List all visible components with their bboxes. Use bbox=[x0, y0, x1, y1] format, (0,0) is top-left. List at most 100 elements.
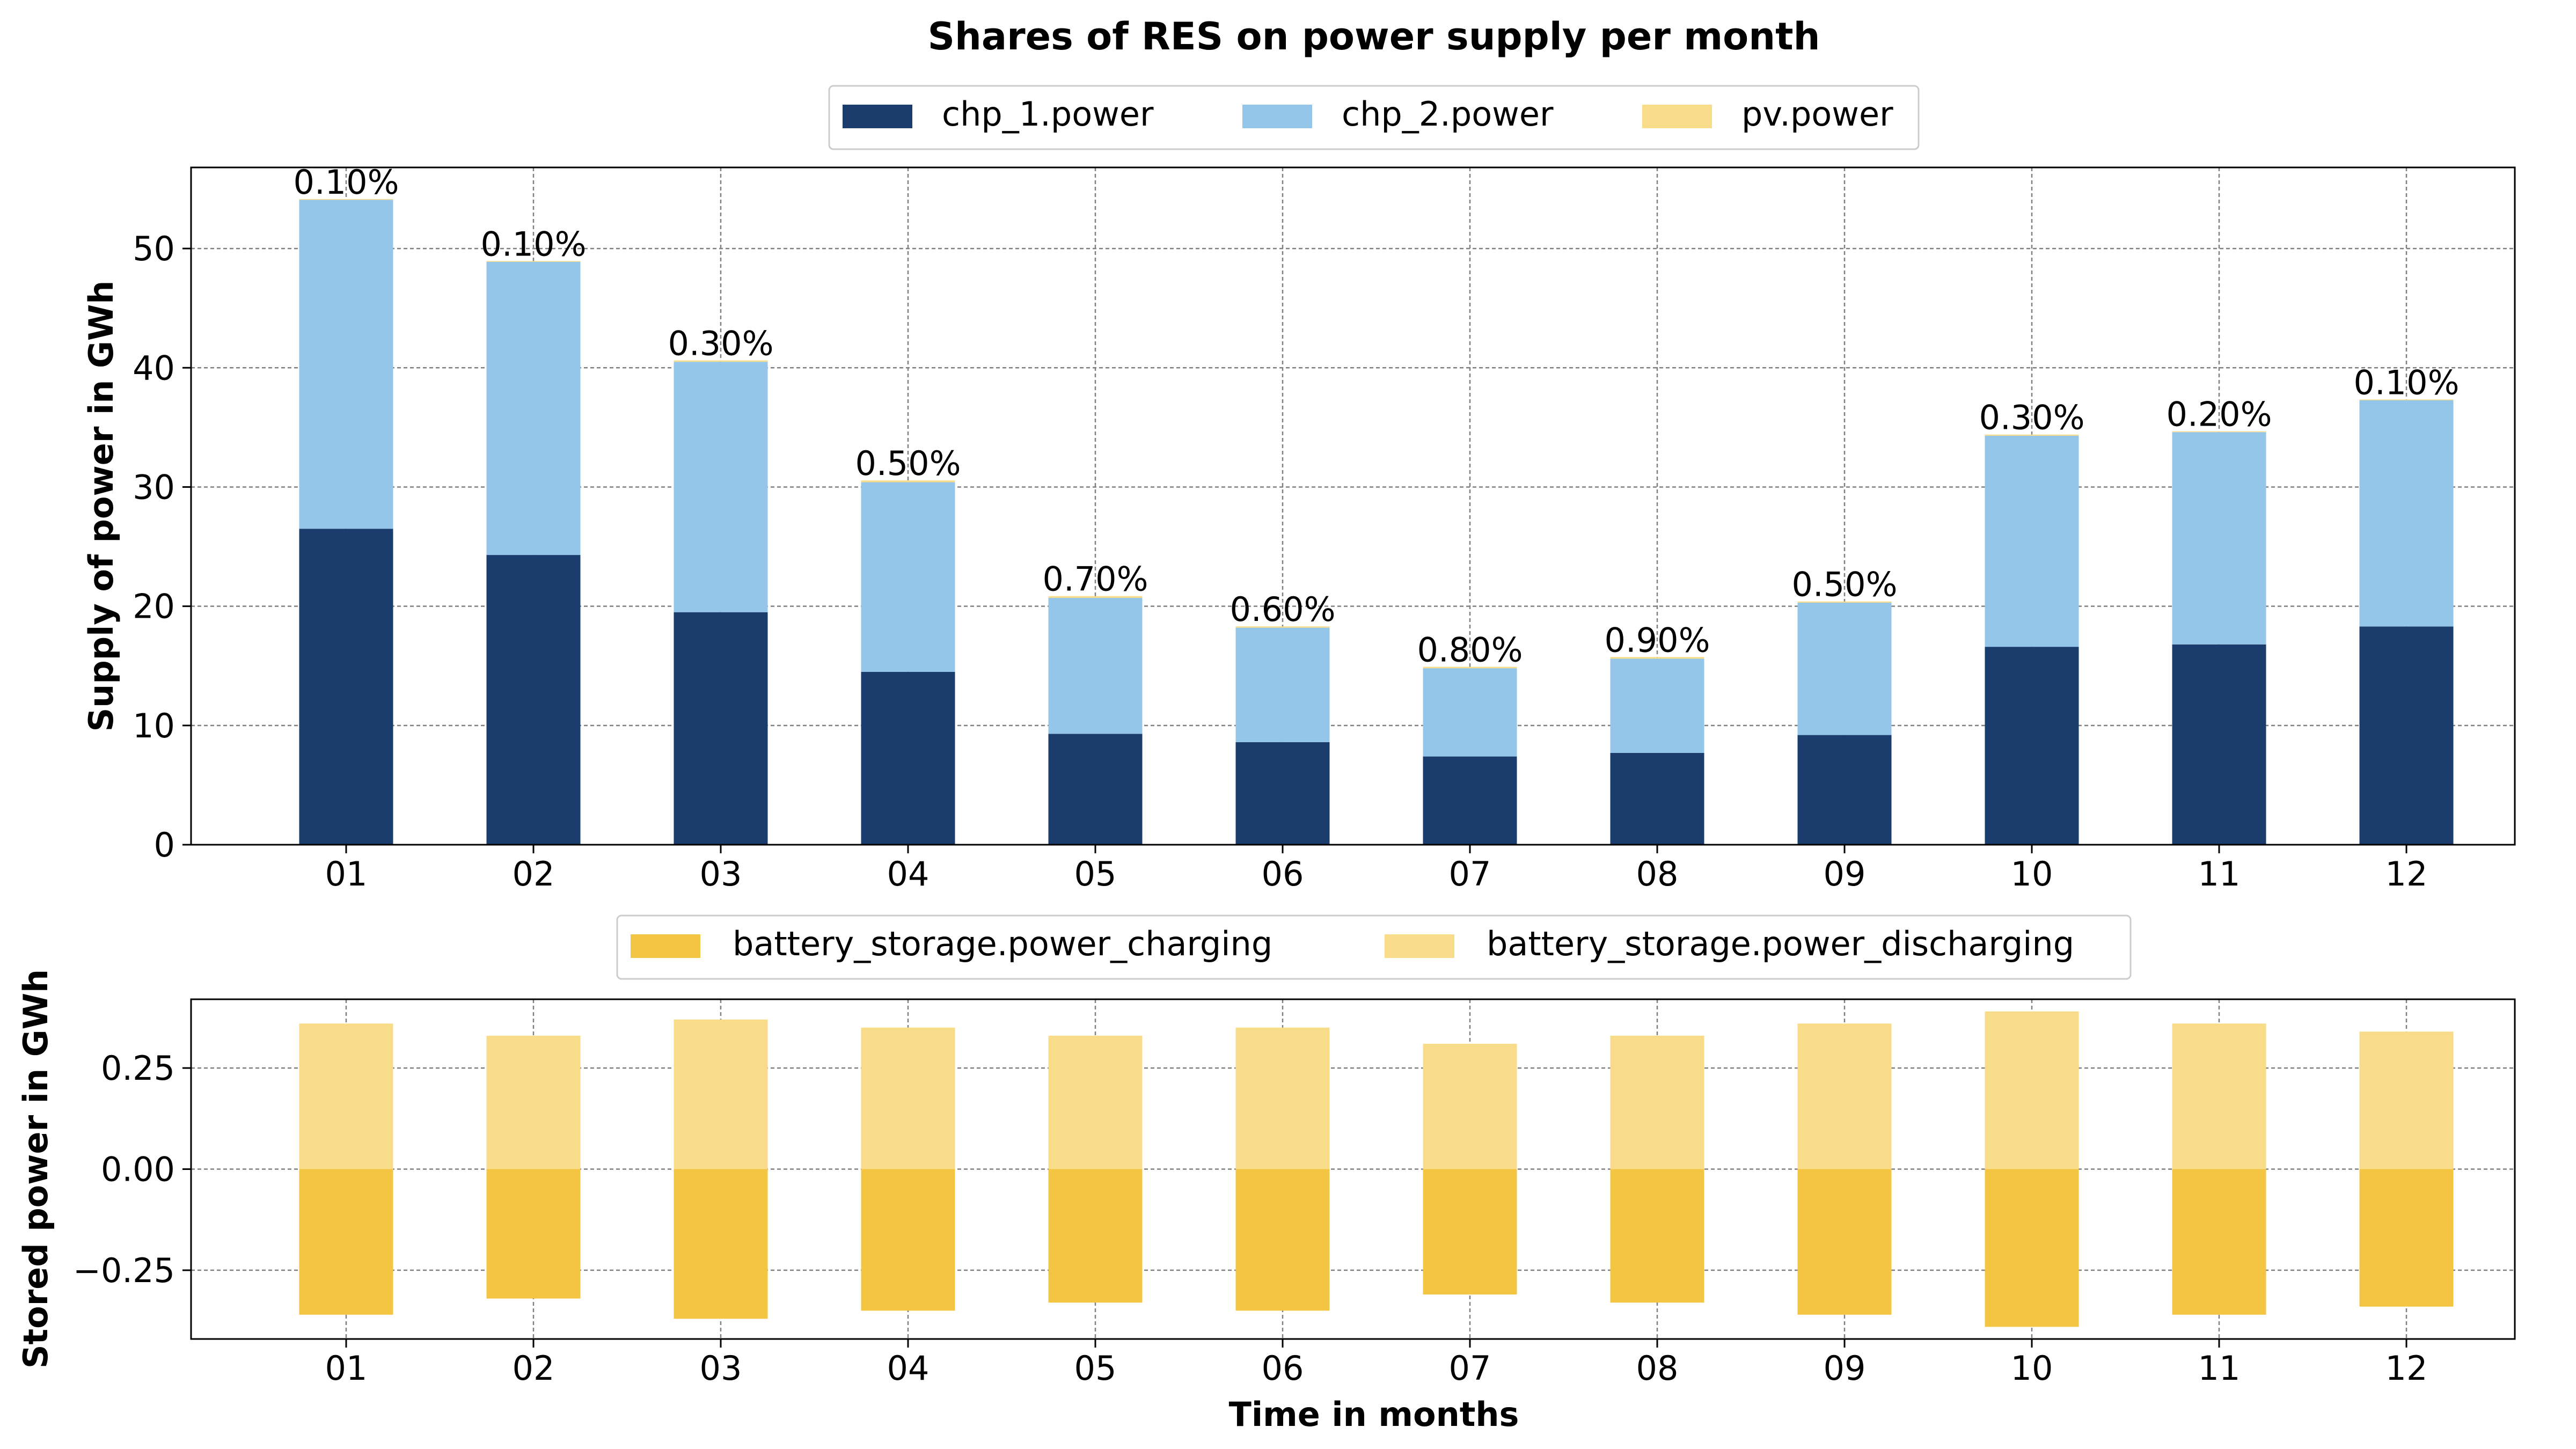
bar-battery-storage-power-discharging-06 bbox=[1235, 1027, 1330, 1169]
bar-battery-storage-power-charging-10 bbox=[1985, 1169, 2079, 1327]
bar-chp-1-power-11 bbox=[2172, 644, 2266, 845]
bar-chp-1-power-08 bbox=[1610, 752, 1704, 845]
data-label-01: 0.10% bbox=[294, 163, 399, 202]
bar-battery-storage-power-charging-03 bbox=[674, 1169, 768, 1319]
bottom-x-tick-label: 08 bbox=[1636, 1349, 1679, 1388]
bar-chp-1-power-12 bbox=[2359, 626, 2454, 845]
bottom-x-tick-label: 05 bbox=[1074, 1349, 1117, 1388]
top-y-axis-label: Supply of power in GWh bbox=[82, 281, 121, 732]
top-legend-box bbox=[828, 85, 1920, 150]
bar-battery-storage-power-discharging-01 bbox=[299, 1023, 393, 1169]
top-x-tick-label: 09 bbox=[1824, 854, 1866, 894]
legend-swatch-chp-2-power bbox=[1242, 105, 1312, 128]
bottom-y-tick-label: 0.00 bbox=[101, 1150, 175, 1189]
bar-pv-power-03 bbox=[674, 360, 768, 362]
bar-battery-storage-power-charging-01 bbox=[299, 1169, 393, 1315]
legend-swatch-battery-charging bbox=[631, 934, 700, 958]
bar-battery-storage-power-discharging-11 bbox=[2172, 1023, 2266, 1169]
bar-chp-2-power-12 bbox=[2359, 400, 2454, 627]
bar-pv-power-01 bbox=[299, 199, 393, 200]
bar-battery-storage-power-discharging-02 bbox=[486, 1035, 581, 1169]
bar-chp-2-power-08 bbox=[1610, 658, 1704, 753]
top-bars bbox=[299, 199, 2454, 845]
bottom-x-tick-label: 02 bbox=[513, 1349, 555, 1388]
data-label-02: 0.10% bbox=[481, 224, 587, 264]
top-y-tick-label: 10 bbox=[133, 706, 175, 745]
bottom-x-tick-label: 06 bbox=[1262, 1349, 1304, 1388]
bottom-bars bbox=[299, 1011, 2454, 1327]
top-x-tick-label: 05 bbox=[1074, 854, 1117, 894]
bar-battery-storage-power-charging-06 bbox=[1235, 1169, 1330, 1311]
data-label-03: 0.30% bbox=[668, 324, 774, 363]
data-label-11: 0.20% bbox=[2167, 395, 2272, 434]
data-label-04: 0.50% bbox=[855, 444, 961, 483]
data-label-06: 0.60% bbox=[1230, 590, 1336, 629]
top-plot-frame bbox=[190, 166, 2516, 846]
bar-chp-2-power-03 bbox=[674, 362, 768, 612]
bar-battery-storage-power-discharging-10 bbox=[1985, 1011, 2079, 1169]
bar-pv-power-02 bbox=[486, 261, 581, 262]
top-y-tick-label: 30 bbox=[133, 467, 175, 507]
bottom-x-tick-label: 10 bbox=[2011, 1349, 2053, 1388]
bar-battery-storage-power-charging-11 bbox=[2172, 1169, 2266, 1315]
bar-battery-storage-power-charging-12 bbox=[2359, 1169, 2454, 1307]
bar-chp-2-power-07 bbox=[1423, 668, 1517, 757]
bar-pv-power-07 bbox=[1423, 667, 1517, 669]
legend-label-battery-charging: battery_storage.power_charging bbox=[733, 924, 1272, 963]
bar-battery-storage-power-discharging-09 bbox=[1797, 1023, 1892, 1169]
bar-chp-2-power-09 bbox=[1797, 602, 1892, 735]
bar-chp-1-power-09 bbox=[1797, 735, 1892, 845]
top-y-ticks: 0 10 20 30 40 50 bbox=[133, 229, 191, 865]
legend-label-battery-discharging: battery_storage.power_discharging bbox=[1487, 924, 2074, 963]
bottom-x-tick-label: 01 bbox=[325, 1349, 368, 1388]
bar-chp-1-power-06 bbox=[1235, 742, 1330, 845]
top-y-tick-label: 0 bbox=[154, 825, 175, 865]
chart-title: Shares of RES on power supply per month bbox=[928, 14, 1820, 58]
bar-chp-2-power-06 bbox=[1235, 627, 1330, 742]
bar-pv-power-06 bbox=[1235, 626, 1330, 628]
bar-chp-1-power-07 bbox=[1423, 756, 1517, 845]
bar-chp-1-power-05 bbox=[1048, 734, 1143, 845]
bar-chp-2-power-04 bbox=[861, 482, 955, 672]
bar-pv-power-11 bbox=[2172, 431, 2266, 433]
legend-swatch-chp-1-power bbox=[843, 105, 912, 128]
top-x-tick-label: 10 bbox=[2011, 854, 2053, 894]
top-y-tick-label: 50 bbox=[133, 229, 175, 268]
top-x-tick-label: 04 bbox=[887, 854, 930, 894]
bar-battery-storage-power-charging-08 bbox=[1610, 1169, 1704, 1303]
bottom-y-tick-label: 0.25 bbox=[101, 1049, 175, 1088]
bar-battery-storage-power-discharging-04 bbox=[861, 1027, 955, 1169]
bar-pv-power-10 bbox=[1985, 434, 2079, 436]
bar-battery-storage-power-discharging-07 bbox=[1423, 1043, 1517, 1169]
legend-label-chp-1-power: chp_1.power bbox=[942, 94, 1154, 134]
top-x-tick-label: 08 bbox=[1636, 854, 1679, 894]
top-data-labels: 0.10% 0.10% 0.30% 0.50% 0.70% 0.60% 0.80% 0.90%… bbox=[294, 163, 2460, 670]
data-label-07: 0.80% bbox=[1417, 631, 1523, 670]
top-x-tick-label: 02 bbox=[513, 854, 555, 894]
bottom-x-tick-label: 09 bbox=[1824, 1349, 1866, 1388]
top-x-tick-label: 06 bbox=[1262, 854, 1304, 894]
bar-battery-storage-power-charging-05 bbox=[1048, 1169, 1143, 1303]
bar-pv-power-04 bbox=[861, 480, 955, 482]
bottom-x-tick-label: 12 bbox=[2385, 1349, 2428, 1388]
top-x-tick-label: 11 bbox=[2198, 854, 2241, 894]
top-x-tick-label: 01 bbox=[325, 854, 368, 894]
bottom-y-ticks: −0.25 0.00 0.25 bbox=[73, 1049, 191, 1290]
bar-chp-2-power-10 bbox=[1985, 435, 2079, 647]
bottom-y-axis-label: Stored power in GWh bbox=[16, 969, 55, 1368]
data-label-12: 0.10% bbox=[2354, 363, 2460, 402]
bar-chp-1-power-03 bbox=[674, 612, 768, 845]
legend-label-chp-2-power: chp_2.power bbox=[1342, 94, 1554, 134]
bar-chp-2-power-11 bbox=[2172, 432, 2266, 645]
bottom-x-axis-label: Time in months bbox=[1229, 1395, 1519, 1434]
top-x-tick-label: 07 bbox=[1449, 854, 1491, 894]
bottom-x-tick-label: 04 bbox=[887, 1349, 930, 1388]
bar-chp-1-power-02 bbox=[486, 555, 581, 845]
top-y-tick-label: 20 bbox=[133, 587, 175, 626]
data-label-08: 0.90% bbox=[1605, 620, 1710, 660]
data-label-09: 0.50% bbox=[1792, 565, 1898, 604]
bar-chp-1-power-04 bbox=[861, 671, 955, 845]
bar-battery-storage-power-charging-09 bbox=[1797, 1169, 1892, 1315]
bar-pv-power-12 bbox=[2359, 399, 2454, 400]
